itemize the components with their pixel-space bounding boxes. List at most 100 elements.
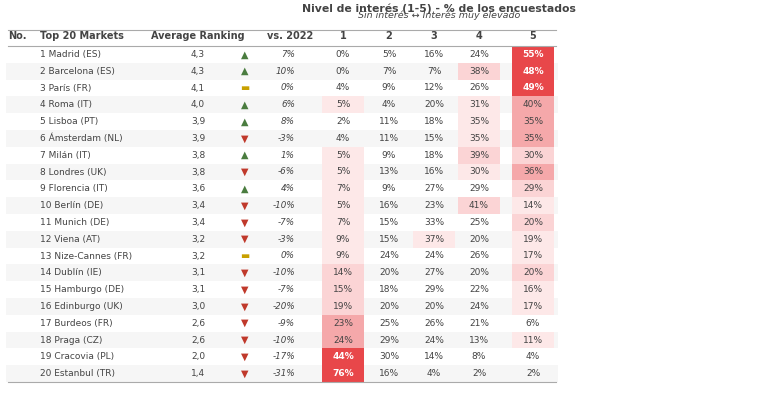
Bar [6, 197, 558, 214]
Text: 9 Florencia (IT): 9 Florencia (IT) [40, 184, 108, 193]
Text: 14%: 14% [424, 352, 444, 361]
Text: 16%: 16% [424, 50, 444, 59]
Text: 16%: 16% [424, 168, 444, 176]
Text: 76%: 76% [332, 369, 353, 378]
Bar [512, 147, 554, 164]
Text: 24%: 24% [469, 50, 489, 59]
Bar [322, 180, 364, 197]
Text: -9%: -9% [278, 319, 295, 328]
Bar [458, 113, 500, 130]
Text: 12 Viena (AT): 12 Viena (AT) [40, 235, 100, 244]
Text: 27%: 27% [424, 184, 444, 193]
Bar [322, 164, 364, 180]
Text: 13%: 13% [469, 336, 489, 344]
Text: 4,1: 4,1 [191, 84, 205, 92]
Text: 23%: 23% [424, 201, 444, 210]
Text: 2,0: 2,0 [191, 352, 205, 361]
Bar [6, 298, 558, 315]
Text: 24%: 24% [333, 336, 353, 344]
Text: 24%: 24% [424, 252, 444, 260]
Text: 0%: 0% [281, 252, 295, 260]
Bar [6, 96, 558, 113]
Text: 3,4: 3,4 [191, 218, 205, 227]
Text: 18%: 18% [424, 117, 444, 126]
Text: 5%: 5% [336, 201, 350, 210]
Text: ▼: ▼ [241, 285, 249, 294]
Text: -20%: -20% [273, 302, 295, 311]
Text: ▬: ▬ [240, 251, 249, 261]
Text: 7%: 7% [382, 67, 397, 76]
Text: 40%: 40% [523, 100, 543, 109]
Text: 8%: 8% [281, 117, 295, 126]
Text: -3%: -3% [278, 235, 295, 244]
Text: 4,0: 4,0 [191, 100, 205, 109]
Text: 30%: 30% [523, 151, 543, 160]
Text: 5 Lisboa (PT): 5 Lisboa (PT) [40, 117, 99, 126]
Text: 19 Cracovia (PL): 19 Cracovia (PL) [40, 352, 114, 361]
Text: 11%: 11% [379, 117, 399, 126]
Text: ▲: ▲ [241, 117, 249, 126]
Text: 9%: 9% [382, 151, 397, 160]
Text: 1: 1 [340, 31, 346, 41]
Text: ▬: ▬ [240, 83, 249, 93]
Text: 5%: 5% [336, 151, 350, 160]
Text: 2,6: 2,6 [191, 319, 205, 328]
Bar [6, 264, 558, 281]
Text: 19%: 19% [523, 235, 543, 244]
Text: 3,9: 3,9 [191, 117, 205, 126]
Text: ▲: ▲ [241, 150, 249, 160]
Bar [512, 281, 554, 298]
Bar [458, 130, 500, 147]
Text: ▼: ▼ [241, 268, 249, 278]
Bar [6, 281, 558, 298]
Text: 17 Burdeos (FR): 17 Burdeos (FR) [40, 319, 112, 328]
Bar [512, 130, 554, 147]
Text: 29%: 29% [469, 184, 489, 193]
Text: 30%: 30% [469, 168, 489, 176]
Text: 41%: 41% [469, 201, 489, 210]
Bar [512, 96, 554, 113]
Text: 7%: 7% [281, 50, 295, 59]
Text: Top 20 Markets: Top 20 Markets [40, 31, 124, 41]
Text: 15 Hamburgo (DE): 15 Hamburgo (DE) [40, 285, 124, 294]
Text: 27%: 27% [424, 268, 444, 277]
Text: 3,8: 3,8 [191, 151, 205, 160]
Text: 3,4: 3,4 [191, 201, 205, 210]
Bar [322, 264, 364, 281]
Text: 25%: 25% [379, 319, 399, 328]
Text: 5%: 5% [382, 50, 397, 59]
Text: 20%: 20% [469, 235, 489, 244]
Bar [322, 298, 364, 315]
Bar [458, 147, 500, 164]
Bar [512, 214, 554, 231]
Text: ▼: ▼ [241, 218, 249, 227]
Text: 3,8: 3,8 [191, 168, 205, 176]
Bar [512, 332, 554, 348]
Bar [512, 80, 554, 96]
Text: 10%: 10% [276, 67, 295, 76]
Text: 8 Londres (UK): 8 Londres (UK) [40, 168, 106, 176]
Text: 1 Madrid (ES): 1 Madrid (ES) [40, 50, 101, 59]
Text: 33%: 33% [424, 218, 444, 227]
Bar [6, 365, 558, 382]
Text: 35%: 35% [523, 134, 543, 143]
Text: 38%: 38% [469, 67, 489, 76]
Bar [512, 264, 554, 281]
Bar [6, 46, 558, 63]
Text: 16%: 16% [523, 285, 543, 294]
Text: 9%: 9% [336, 235, 350, 244]
Text: 26%: 26% [469, 252, 489, 260]
Bar [6, 130, 558, 147]
Text: 2%: 2% [526, 369, 540, 378]
Bar [322, 281, 364, 298]
Text: 20%: 20% [379, 302, 399, 311]
Text: 8%: 8% [472, 352, 486, 361]
Text: Nivel de interés (1-5) - % de los encuestados: Nivel de interés (1-5) - % de los encues… [302, 4, 576, 14]
Text: 7 Milán (IT): 7 Milán (IT) [40, 151, 91, 160]
Text: 20%: 20% [523, 268, 543, 277]
Text: ▼: ▼ [241, 201, 249, 210]
Text: 7%: 7% [336, 218, 350, 227]
Text: 29%: 29% [424, 285, 444, 294]
Text: 4%: 4% [382, 100, 396, 109]
Bar [322, 147, 364, 164]
